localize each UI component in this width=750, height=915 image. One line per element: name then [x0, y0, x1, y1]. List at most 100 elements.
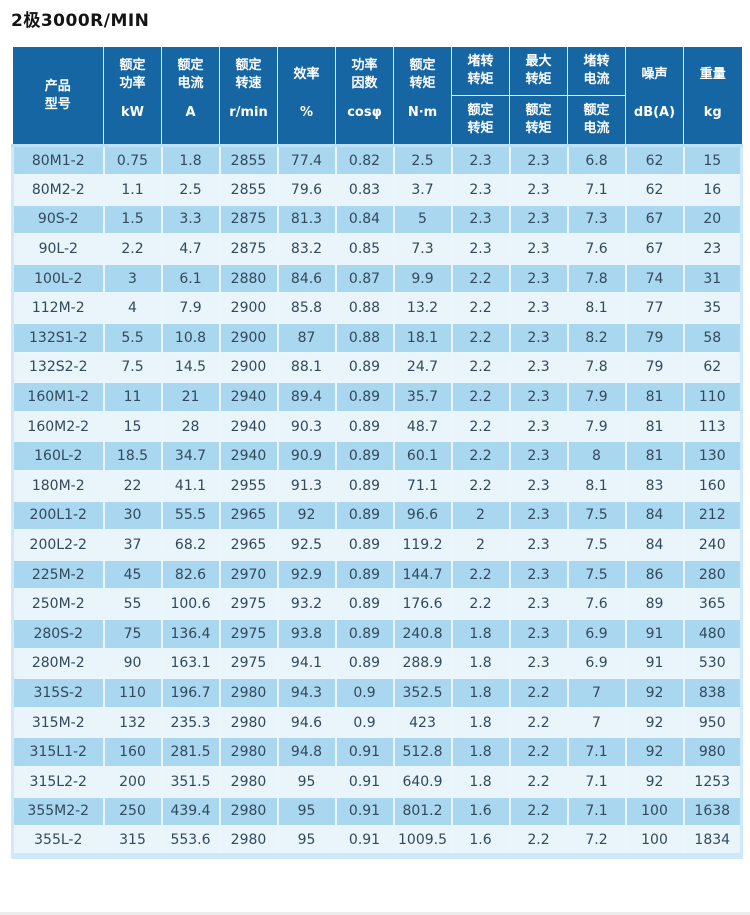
value-cell: 8.2	[566, 322, 627, 354]
value-cell: 14.5	[160, 351, 221, 384]
value-cell: 7	[566, 706, 627, 739]
value-cell: 95	[276, 825, 337, 859]
value-cell: 512.8	[392, 736, 453, 768]
table-row: 225M-2 45 82.6 2970 92.9 0.89 144.7 2.2 2.3 7.5 86…	[11, 558, 743, 591]
value-cell: 2.3	[508, 558, 569, 591]
value-cell: 55.5	[160, 499, 221, 532]
value-cell: 67	[624, 203, 685, 236]
value-cell: 7.9	[160, 292, 221, 325]
value-cell: 439.4	[160, 795, 221, 828]
model-cell: 225M-2	[11, 558, 105, 591]
value-cell: 2965	[218, 499, 279, 532]
value-cell: 1834	[682, 825, 743, 859]
value-cell: 84	[624, 529, 685, 561]
table-body: 80M1-2 0.75 1.8 2855 77.4 0.82 2.5 2.3 2.3 6.8 62 1…	[11, 144, 743, 859]
value-cell: 1.8	[450, 647, 511, 680]
value-cell: 84.6	[276, 262, 337, 295]
value-cell: 2.3	[508, 470, 569, 502]
value-cell: 2.3	[508, 618, 569, 650]
value-cell: 92.9	[276, 558, 337, 591]
value-cell: 45	[102, 558, 163, 591]
value-cell: 7.3	[566, 203, 627, 236]
col-header-weight: 重量 kg	[683, 47, 742, 147]
col-header-rated-speed: 额定 转速 r/min	[219, 47, 278, 147]
value-cell: 0.9	[334, 706, 395, 739]
value-cell: 2.2	[450, 410, 511, 443]
header-label-line: 噪声	[641, 67, 668, 83]
header-label-line: 电流	[583, 72, 610, 87]
value-cell: 2.3	[450, 144, 511, 177]
model-cell: 160M2-2	[11, 410, 105, 443]
value-cell: 2.3	[508, 588, 569, 620]
value-cell: 23	[682, 233, 743, 265]
value-cell: 7.5	[566, 499, 627, 532]
value-cell: 0.89	[334, 558, 395, 591]
model-cell: 80M1-2	[11, 144, 105, 177]
value-cell: 5.5	[102, 322, 163, 354]
header-label-line: 堵转	[583, 54, 610, 69]
value-cell: 7.9	[566, 410, 627, 443]
value-cell: 2.2	[450, 440, 511, 473]
value-cell: 9.9	[392, 262, 453, 295]
header-label-line: 额定	[467, 103, 494, 118]
value-cell: 7.6	[566, 233, 627, 265]
model-cell: 80M2-2	[11, 174, 105, 206]
value-cell: 1253	[682, 765, 743, 798]
value-cell: 92	[276, 499, 337, 532]
value-cell: 352.5	[392, 677, 453, 709]
value-cell: 2900	[218, 292, 279, 325]
value-cell: 2.3	[508, 144, 569, 177]
table-row: 315M-2 132 235.3 2980 94.6 0.9 423 1.8 2.2 7 92 950	[11, 706, 743, 739]
table-row: 160M2-2 15 28 2940 90.3 0.89 48.7 2.2 2.3 7.9 81 11…	[11, 410, 743, 443]
value-cell: 2955	[218, 470, 279, 502]
value-cell: 0.91	[334, 825, 395, 859]
value-cell: 4	[102, 292, 163, 325]
value-cell: 93.2	[276, 588, 337, 620]
value-cell: 3.3	[160, 203, 221, 236]
table-row: 112M-2 4 7.9 2900 85.8 0.88 13.2 2.2 2.3 8.1 77 35	[11, 292, 743, 325]
value-cell: 2.2	[508, 765, 569, 798]
value-cell: 92.5	[276, 529, 337, 561]
value-cell: 30	[102, 499, 163, 532]
value-cell: 7.9	[566, 381, 627, 413]
value-cell: 365	[682, 588, 743, 620]
value-cell: 2.3	[450, 233, 511, 265]
model-cell: 250M-2	[11, 588, 105, 620]
model-cell: 315M-2	[11, 706, 105, 739]
value-cell: 35	[682, 292, 743, 325]
header-label-line: 电流	[177, 76, 204, 92]
header-unit-label: r/min	[229, 105, 268, 121]
value-cell: 55	[102, 588, 163, 620]
value-cell: 83.2	[276, 233, 337, 265]
value-cell: 0.89	[334, 410, 395, 443]
value-cell: 24.7	[392, 351, 453, 384]
model-cell: 315S-2	[11, 677, 105, 709]
value-cell: 2.3	[450, 174, 511, 206]
value-cell: 2.3	[508, 529, 569, 561]
value-cell: 2.2	[450, 351, 511, 384]
value-cell: 35.7	[392, 381, 453, 413]
value-cell: 91	[624, 647, 685, 680]
value-cell: 89	[624, 588, 685, 620]
value-cell: 8.1	[566, 292, 627, 325]
value-cell: 2980	[218, 706, 279, 739]
header-unit-label: A	[185, 105, 196, 121]
value-cell: 77.4	[276, 144, 337, 177]
value-cell: 86	[624, 558, 685, 591]
value-cell: 235.3	[160, 706, 221, 739]
value-cell: 95	[276, 765, 337, 798]
value-cell: 0.89	[334, 647, 395, 680]
value-cell: 7.5	[102, 351, 163, 384]
value-cell: 2970	[218, 558, 279, 591]
value-cell: 119.2	[392, 529, 453, 561]
value-cell: 980	[682, 736, 743, 768]
value-cell: 10.8	[160, 322, 221, 354]
value-cell: 2.5	[392, 144, 453, 177]
value-cell: 15	[682, 144, 743, 177]
value-cell: 92	[624, 736, 685, 768]
value-cell: 1638	[682, 795, 743, 828]
header-label-line: 效率	[293, 67, 320, 83]
value-cell: 2.2	[102, 233, 163, 265]
table-row: 80M2-2 1.1 2.5 2855 79.6 0.83 3.7 2.3 2.3 7.1 62 16	[11, 174, 743, 206]
value-cell: 1.8	[450, 618, 511, 650]
